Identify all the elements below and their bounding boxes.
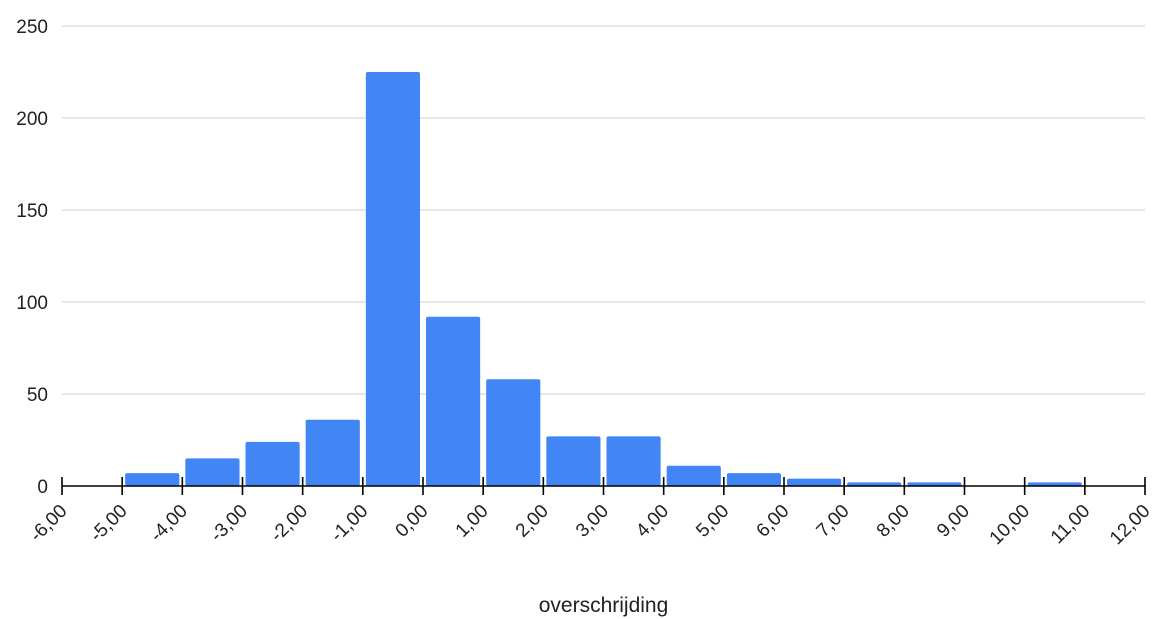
x-tick-label: 3,00 <box>572 501 613 542</box>
histogram-bar <box>365 72 420 486</box>
y-tick-label: 50 <box>27 385 48 406</box>
x-tick-label: 2,00 <box>512 501 553 542</box>
x-tick-label: 8,00 <box>873 501 914 542</box>
histogram-bar <box>1027 482 1082 486</box>
y-tick-label: 250 <box>16 17 48 38</box>
x-tick-label: 4,00 <box>632 501 673 542</box>
histogram-bar <box>125 473 180 486</box>
x-tick-label: 12,00 <box>1106 501 1154 549</box>
x-tick-label: 0,00 <box>392 501 433 542</box>
x-tick-label: 7,00 <box>813 501 854 542</box>
y-axis-tick-labels: 0 50 100 150 200 250 <box>16 17 48 498</box>
bars <box>125 72 1082 486</box>
histogram-bar <box>726 473 781 486</box>
x-axis-tick-labels: -6,00 -5,00 -4,00 -3,00 -2,00 -1,00 0,00 1,00 2,… <box>26 501 1154 549</box>
x-axis-title: overschrijding <box>539 594 669 617</box>
x-tick-label: 9,00 <box>933 501 974 542</box>
x-tick-label: -4,00 <box>146 501 191 546</box>
x-tick-label: -5,00 <box>86 501 131 546</box>
histogram-bar <box>486 379 541 486</box>
x-axis <box>61 477 1146 495</box>
histogram-bar <box>305 419 360 486</box>
gridlines <box>62 25 1145 395</box>
x-tick-label: -2,00 <box>267 501 312 546</box>
histogram-bar <box>787 478 842 486</box>
histogram-bar <box>907 482 962 486</box>
histogram-bar <box>847 482 902 486</box>
y-tick-label: 150 <box>16 201 48 222</box>
y-tick-label: 200 <box>16 109 48 130</box>
histogram-bar <box>666 465 721 486</box>
x-tick-label: -1,00 <box>327 501 372 546</box>
histogram-bar <box>546 436 601 486</box>
y-tick-label: 100 <box>16 293 48 314</box>
histogram-bar <box>185 458 240 486</box>
x-tick-label: -3,00 <box>207 501 252 546</box>
x-tick-label: 1,00 <box>452 501 493 542</box>
histogram-bar <box>245 441 300 486</box>
y-tick-label: 0 <box>37 477 48 498</box>
x-tick-label: -6,00 <box>26 501 71 546</box>
x-tick-label: 5,00 <box>692 501 733 542</box>
x-tick-label: 11,00 <box>1047 501 1094 548</box>
histogram-bar <box>426 316 481 486</box>
histogram-bar <box>606 436 661 486</box>
x-tick-label: 10,00 <box>986 501 1034 549</box>
x-tick-label: 6,00 <box>753 501 794 542</box>
